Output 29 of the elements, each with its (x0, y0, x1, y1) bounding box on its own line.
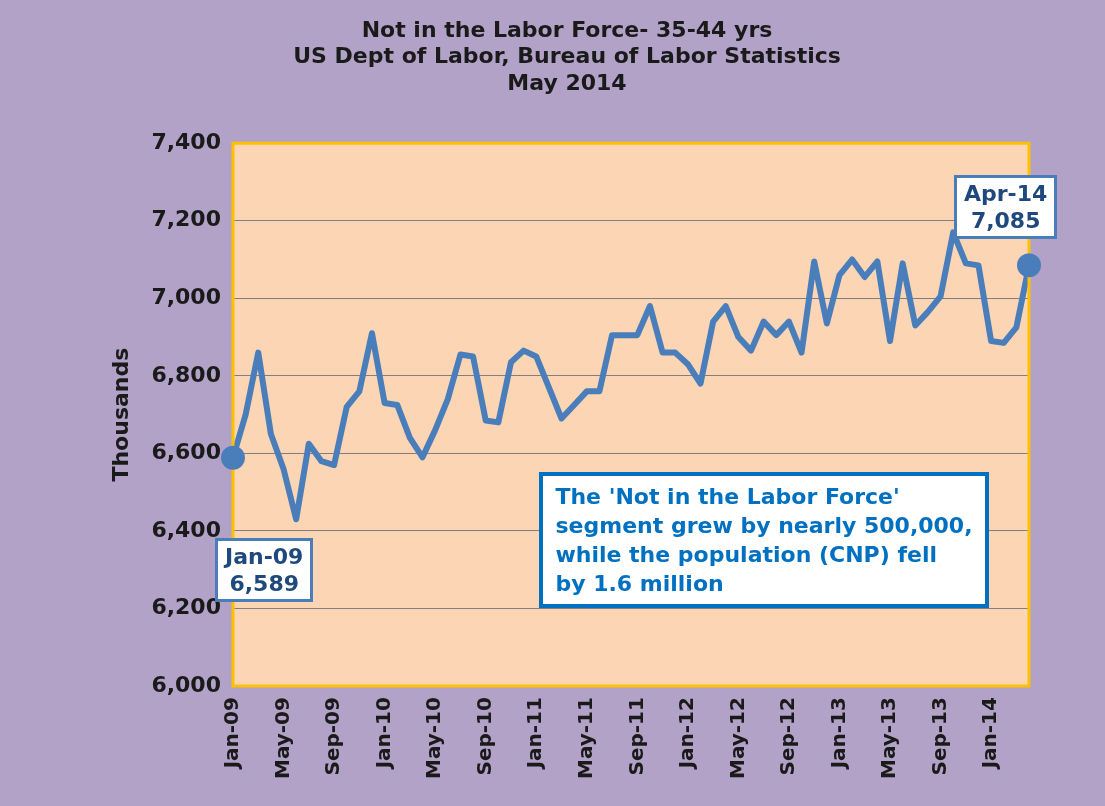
annotation: Jan-09 6,589 (224, 543, 304, 596)
y-axis-title: Thousands (107, 347, 133, 482)
x-tick-label: May-12 (724, 697, 749, 779)
chart-title: Not in the Labor Force- 35-44 yrs US Dept of Labor, Bureau of Labor Statistics May 2014 (293, 16, 841, 95)
x-tick-label: Jan-10 (370, 697, 395, 771)
x-tick-label: May-09 (269, 697, 294, 779)
y-tick-label: 6,800 (151, 361, 221, 387)
x-tick-label: Sep-09 (320, 697, 345, 776)
y-tick-label: 7,000 (151, 284, 221, 310)
y-tick-label: 6,000 (151, 671, 221, 697)
x-tick-label: Jan-11 (522, 697, 547, 771)
y-tick-label: 6,400 (151, 516, 221, 542)
y-tick-label: 6,200 (151, 594, 221, 620)
x-tick-label: Sep-10 (471, 697, 496, 776)
x-tick-label: Jan-12 (674, 697, 699, 771)
x-tick-label: Jan-09 (219, 697, 244, 771)
annotation: The 'Not in the Labor Force' segment grew by nearly 500,000, while the population (CNP) fell by 1.6 million (539, 471, 990, 608)
x-tick-label: May-13 (876, 697, 901, 779)
x-tick-label: Sep-13 (926, 697, 951, 776)
y-tick-label: 7,400 (151, 128, 221, 154)
x-tick-label: Sep-11 (623, 697, 648, 776)
x-tick-label: May-11 (572, 697, 597, 779)
x-tick-label: May-10 (421, 697, 446, 779)
y-tick-label: 7,200 (151, 206, 221, 232)
annotation: Apr-14 7,085 (954, 175, 1058, 240)
x-tick-label: Jan-13 (825, 697, 850, 771)
x-tick-label: Sep-12 (775, 697, 800, 776)
y-tick-label: 6,600 (151, 439, 221, 465)
x-tick-label: Jan-14 (977, 697, 1002, 771)
